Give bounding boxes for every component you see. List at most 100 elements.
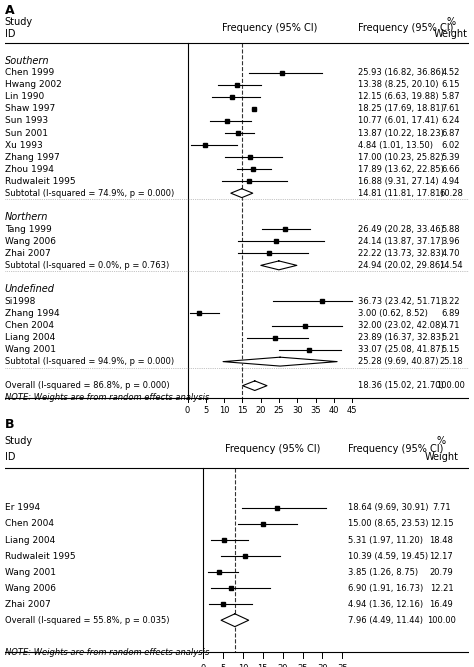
Text: 15.00 (8.65, 23.53): 15.00 (8.65, 23.53) <box>348 520 428 528</box>
Text: 15: 15 <box>237 406 248 415</box>
Text: Sun 1993: Sun 1993 <box>5 117 48 125</box>
Text: 0: 0 <box>201 664 206 667</box>
Text: Weight: Weight <box>434 29 468 39</box>
Text: 6.87: 6.87 <box>442 129 460 137</box>
Text: 10.39 (4.59, 19.45): 10.39 (4.59, 19.45) <box>348 552 428 560</box>
Polygon shape <box>243 381 267 390</box>
Text: 10: 10 <box>237 664 248 667</box>
Text: 25: 25 <box>274 406 284 415</box>
Text: 3.22: 3.22 <box>442 297 460 306</box>
Text: Frequency (95% CI): Frequency (95% CI) <box>358 23 453 33</box>
Text: 18.25 (17.69, 18.81): 18.25 (17.69, 18.81) <box>358 105 444 113</box>
Text: 7.96 (4.49, 11.44): 7.96 (4.49, 11.44) <box>348 616 423 625</box>
Text: Southern: Southern <box>5 56 49 66</box>
Text: Zhai 2007: Zhai 2007 <box>5 600 51 609</box>
Text: 12.15: 12.15 <box>429 520 453 528</box>
Text: 13.87 (10.22, 18.23): 13.87 (10.22, 18.23) <box>358 129 444 137</box>
Text: 24.94 (20.02, 29.86): 24.94 (20.02, 29.86) <box>358 261 443 270</box>
Text: Liang 2004: Liang 2004 <box>5 536 55 544</box>
Text: 60.28: 60.28 <box>439 189 463 197</box>
Text: 14.54: 14.54 <box>439 261 463 270</box>
Text: 12.21: 12.21 <box>429 584 453 593</box>
Text: ID: ID <box>5 29 15 39</box>
Text: 3.00 (0.62, 8.52): 3.00 (0.62, 8.52) <box>358 309 428 318</box>
Text: 30: 30 <box>292 406 303 415</box>
Text: 5: 5 <box>203 406 209 415</box>
Text: Tang 1999: Tang 1999 <box>5 225 52 233</box>
Text: 3.96: 3.96 <box>442 237 460 246</box>
Text: 5.21: 5.21 <box>442 333 460 342</box>
Text: Zhai 2007: Zhai 2007 <box>5 249 51 258</box>
Text: 4.94: 4.94 <box>442 177 460 185</box>
Text: 0: 0 <box>185 406 190 415</box>
Text: Frequency (95% CI): Frequency (95% CI) <box>348 444 444 454</box>
Text: Chen 1999: Chen 1999 <box>5 68 54 77</box>
Text: Frequency (95% CI): Frequency (95% CI) <box>222 23 318 33</box>
Text: 5.88: 5.88 <box>442 225 460 233</box>
Text: Zhang 1997: Zhang 1997 <box>5 153 60 161</box>
Text: 7.71: 7.71 <box>432 504 451 512</box>
Text: Rudwaleit 1995: Rudwaleit 1995 <box>5 552 75 560</box>
Text: 4.84 (1.01, 13.50): 4.84 (1.01, 13.50) <box>358 141 433 149</box>
Text: %: % <box>437 436 446 446</box>
Text: 10.77 (6.01, 17.41): 10.77 (6.01, 17.41) <box>358 117 438 125</box>
Text: Chen 2004: Chen 2004 <box>5 321 54 330</box>
Text: 6.15: 6.15 <box>442 81 460 89</box>
Text: Chen 2004: Chen 2004 <box>5 520 54 528</box>
Text: Er 1994: Er 1994 <box>5 504 40 512</box>
Text: Liang 2004: Liang 2004 <box>5 333 55 342</box>
Text: 25.93 (16.82, 36.86): 25.93 (16.82, 36.86) <box>358 68 444 77</box>
Text: Frequency (95% CI): Frequency (95% CI) <box>225 444 320 454</box>
Text: 5: 5 <box>220 664 226 667</box>
Text: 20: 20 <box>277 664 288 667</box>
Text: Wang 2006: Wang 2006 <box>5 584 56 593</box>
Text: 17.89 (13.62, 22.85): 17.89 (13.62, 22.85) <box>358 165 444 173</box>
Text: 35: 35 <box>337 664 347 667</box>
Text: 4.94 (1.36, 12.16): 4.94 (1.36, 12.16) <box>348 600 423 609</box>
Text: Xu 1993: Xu 1993 <box>5 141 43 149</box>
Text: Zhou 1994: Zhou 1994 <box>5 165 54 173</box>
Text: 5.15: 5.15 <box>442 345 460 354</box>
Text: 25.28 (9.69, 40.87): 25.28 (9.69, 40.87) <box>358 357 438 366</box>
Text: 16.88 (9.31, 27.14): 16.88 (9.31, 27.14) <box>358 177 438 185</box>
Text: 20: 20 <box>255 406 266 415</box>
Text: 6.24: 6.24 <box>442 117 460 125</box>
Text: 36.73 (23.42, 51.71): 36.73 (23.42, 51.71) <box>358 297 444 306</box>
Polygon shape <box>231 189 253 197</box>
Text: 10: 10 <box>219 406 229 415</box>
Text: 4.70: 4.70 <box>442 249 460 258</box>
Text: 15: 15 <box>257 664 268 667</box>
Polygon shape <box>261 261 297 270</box>
Text: Study: Study <box>5 17 33 27</box>
Text: Rudwaleit 1995: Rudwaleit 1995 <box>5 177 75 185</box>
Text: 5.39: 5.39 <box>442 153 460 161</box>
Text: 6.89: 6.89 <box>442 309 460 318</box>
Text: NOTE: Weights are from random effects analysis: NOTE: Weights are from random effects an… <box>5 394 209 402</box>
Text: 6.66: 6.66 <box>442 165 460 173</box>
Text: Wang 2006: Wang 2006 <box>5 237 56 246</box>
Text: 100.00: 100.00 <box>437 382 465 390</box>
Text: 26.49 (20.28, 33.46): 26.49 (20.28, 33.46) <box>358 225 444 233</box>
Text: 6.02: 6.02 <box>442 141 460 149</box>
Text: NOTE: Weights are from random effects analysis: NOTE: Weights are from random effects an… <box>5 648 209 657</box>
Text: 30: 30 <box>317 664 328 667</box>
Text: 22.22 (13.73, 32.83): 22.22 (13.73, 32.83) <box>358 249 444 258</box>
Text: 100.00: 100.00 <box>427 616 456 625</box>
Polygon shape <box>223 357 337 366</box>
Text: Subtotal (I-squared = 0.0%, p = 0.763): Subtotal (I-squared = 0.0%, p = 0.763) <box>5 261 169 270</box>
Text: 24.14 (13.87, 37.17): 24.14 (13.87, 37.17) <box>358 237 444 246</box>
Text: Overall (I-squared = 86.8%, p = 0.000): Overall (I-squared = 86.8%, p = 0.000) <box>5 382 169 390</box>
Text: 18.48: 18.48 <box>429 536 454 544</box>
Text: A: A <box>5 4 14 17</box>
Text: Lin 1990: Lin 1990 <box>5 93 44 101</box>
Text: 4.52: 4.52 <box>442 68 460 77</box>
Text: 14.81 (11.81, 17.81): 14.81 (11.81, 17.81) <box>358 189 444 197</box>
Text: 3.85 (1.26, 8.75): 3.85 (1.26, 8.75) <box>348 568 418 576</box>
Text: Undefined: Undefined <box>5 284 55 294</box>
Text: Zhang 1994: Zhang 1994 <box>5 309 59 318</box>
Text: 7.61: 7.61 <box>442 105 460 113</box>
Text: 5.87: 5.87 <box>442 93 460 101</box>
Text: Hwang 2002: Hwang 2002 <box>5 81 62 89</box>
Text: Shaw 1997: Shaw 1997 <box>5 105 55 113</box>
Text: Sun 2001: Sun 2001 <box>5 129 48 137</box>
